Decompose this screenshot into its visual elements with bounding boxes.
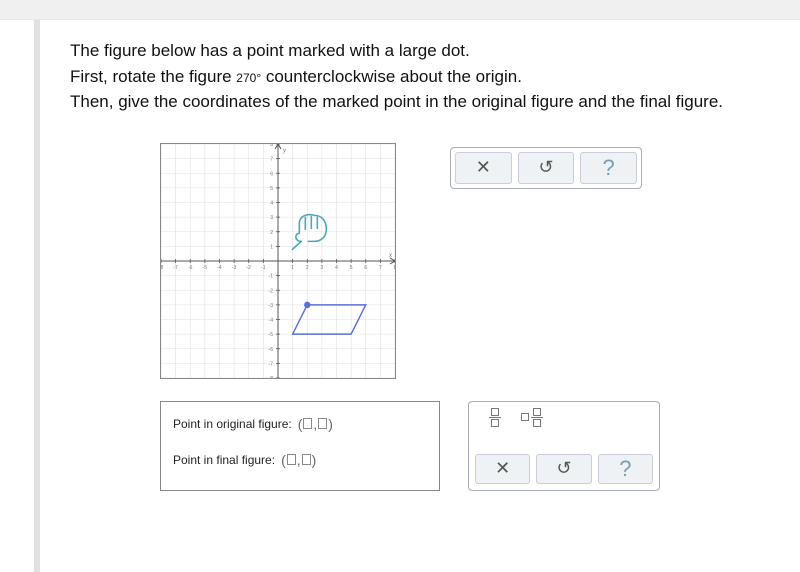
angle-value: 270° — [236, 71, 261, 85]
fraction-button[interactable] — [489, 408, 501, 427]
svg-text:1: 1 — [291, 265, 294, 271]
left-margin-strip — [34, 20, 40, 572]
undo-icon: ↺ — [556, 458, 571, 479]
answer-row-original: Point in original figure: (,) — [173, 416, 427, 432]
keypad-close-button[interactable]: ✕ — [475, 454, 530, 484]
svg-text:-4: -4 — [217, 265, 222, 271]
svg-text:-8: -8 — [161, 265, 163, 271]
problem-line3: Then, give the coordinates of the marked… — [70, 92, 723, 111]
close-button[interactable]: ✕ — [455, 152, 512, 184]
answer-row-final: Point in final figure: (,) — [173, 452, 427, 468]
svg-text:-7: -7 — [173, 265, 178, 271]
keypad-undo-button[interactable]: ↺ — [536, 454, 591, 484]
help-icon: ? — [603, 155, 615, 181]
svg-text:-3: -3 — [269, 302, 274, 308]
graph-toolbar: ✕ ↺ ? — [450, 147, 642, 189]
top-bar — [0, 0, 800, 20]
svg-text:5: 5 — [270, 185, 273, 191]
problem-text: The figure below has a point marked with… — [70, 38, 760, 115]
undo-button[interactable]: ↺ — [518, 152, 575, 184]
svg-text:4: 4 — [335, 265, 338, 271]
help-icon: ? — [619, 456, 631, 482]
svg-text:-6: -6 — [188, 265, 193, 271]
svg-text:5: 5 — [350, 265, 353, 271]
svg-text:-1: -1 — [261, 265, 266, 271]
svg-text:-3: -3 — [232, 265, 237, 271]
input-final-point[interactable]: (,) — [281, 452, 316, 468]
keypad: ✕ ↺ ? — [468, 401, 660, 491]
svg-text:8: 8 — [394, 265, 395, 271]
problem-line2-pre: First, rotate the figure — [70, 67, 236, 86]
svg-text:1: 1 — [270, 244, 273, 250]
close-icon: ✕ — [476, 157, 491, 178]
svg-text:-4: -4 — [269, 317, 274, 323]
svg-text:-8: -8 — [269, 376, 274, 378]
label-original-point: Point in original figure: — [173, 417, 292, 431]
svg-text:-1: -1 — [269, 273, 274, 279]
svg-text:-6: -6 — [269, 346, 274, 352]
svg-text:2: 2 — [270, 229, 273, 235]
svg-text:8: 8 — [270, 144, 273, 148]
input-original-point[interactable]: (,) — [298, 416, 333, 432]
svg-text:6: 6 — [364, 265, 367, 271]
close-icon: ✕ — [495, 458, 510, 479]
label-final-point: Point in final figure: — [173, 453, 275, 467]
svg-text:x: x — [388, 253, 393, 259]
svg-text:y: y — [282, 148, 287, 154]
svg-text:-5: -5 — [203, 265, 208, 271]
problem-line2-post: counterclockwise about the origin. — [261, 67, 522, 86]
keypad-row-fractions — [475, 408, 653, 427]
answer-box: Point in original figure: (,) Point in f… — [160, 401, 440, 491]
svg-text:-2: -2 — [269, 288, 274, 294]
problem-line1: The figure below has a point marked with… — [70, 41, 470, 60]
svg-text:3: 3 — [320, 265, 323, 271]
chart-svg: -8 -7 -6 -5 -4 -3 -2 -1 1 2 3 4 5 6 7 8 -8 -7 -6 -5 -4 -3 -2 -1… — [161, 144, 395, 378]
svg-text:-5: -5 — [269, 332, 274, 338]
svg-text:7: 7 — [270, 156, 273, 162]
mixed-number-button[interactable] — [521, 408, 543, 427]
help-button[interactable]: ? — [580, 152, 637, 184]
svg-text:-2: -2 — [247, 265, 252, 271]
svg-text:7: 7 — [379, 265, 382, 271]
svg-text:-7: -7 — [269, 361, 274, 367]
content-area: The figure below has a point marked with… — [70, 38, 760, 143]
svg-text:4: 4 — [270, 200, 273, 206]
coordinate-grid[interactable]: -8 -7 -6 -5 -4 -3 -2 -1 1 2 3 4 5 6 7 8 -8 -7 -6 -5 -4 -3 -2 -1… — [160, 143, 396, 379]
svg-text:6: 6 — [270, 171, 273, 177]
svg-text:3: 3 — [270, 215, 273, 221]
svg-text:2: 2 — [306, 265, 309, 271]
keypad-row-tools: ✕ ↺ ? — [475, 454, 653, 484]
undo-icon: ↺ — [538, 157, 553, 178]
keypad-help-button[interactable]: ? — [598, 454, 653, 484]
